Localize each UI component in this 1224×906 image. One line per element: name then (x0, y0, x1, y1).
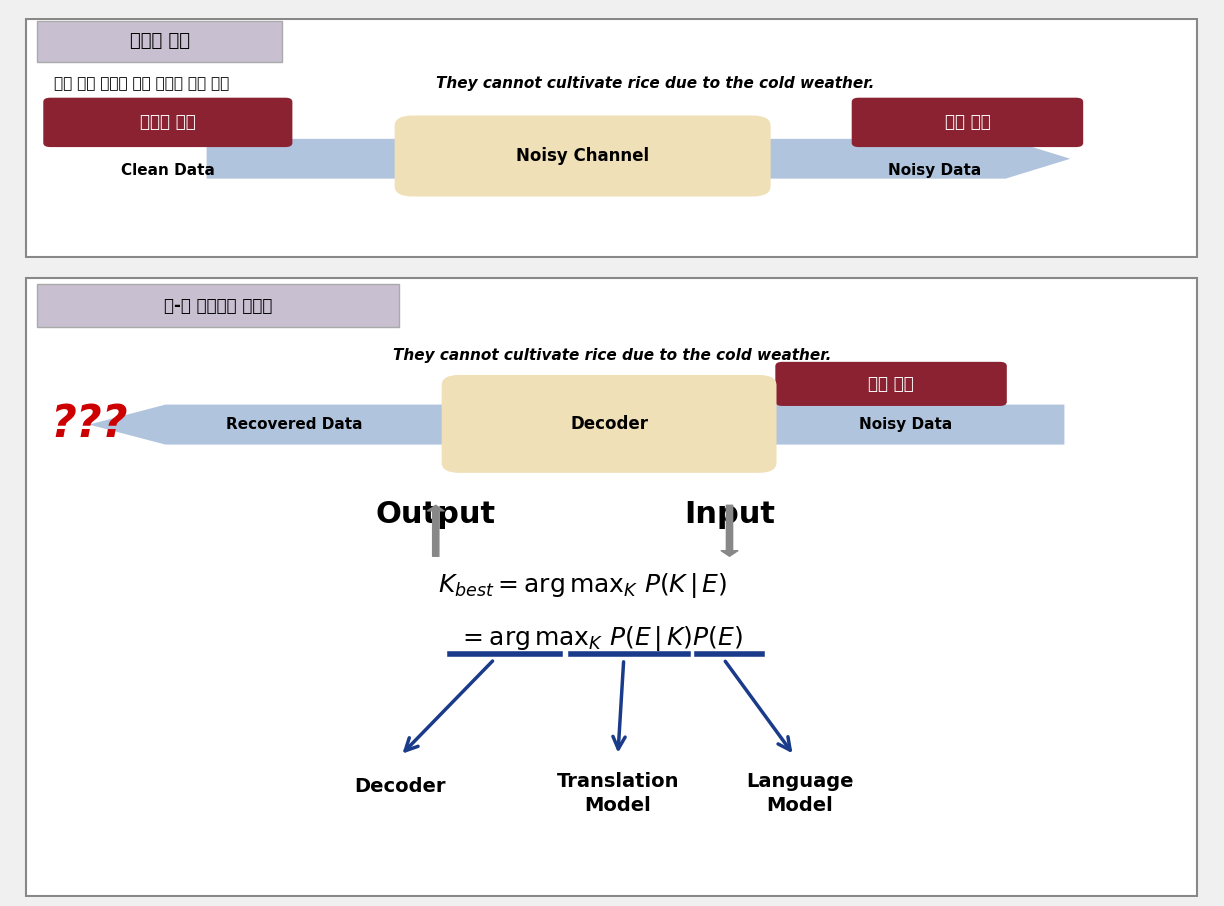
Text: 노이즈 채널: 노이즈 채널 (130, 33, 190, 51)
Text: Decoder: Decoder (570, 415, 647, 433)
Text: Noisy Data: Noisy Data (889, 163, 982, 178)
FancyBboxPatch shape (26, 278, 1197, 895)
FancyBboxPatch shape (38, 284, 399, 327)
Text: Clean Data: Clean Data (121, 163, 214, 178)
FancyArrow shape (207, 139, 1070, 178)
Text: They cannot cultivate rice due to the cold weather.: They cannot cultivate rice due to the co… (393, 348, 831, 363)
Text: Noisy Data: Noisy Data (859, 417, 952, 432)
Text: Language
Model: Language Model (747, 772, 854, 814)
Text: $= \mathrm{arg\,max}_{K}\ P(E\,|\,K)P(E)$: $= \mathrm{arg\,max}_{K}\ P(E\,|\,K)P(E)… (458, 624, 743, 653)
FancyBboxPatch shape (26, 20, 1197, 256)
Text: Input: Input (684, 500, 775, 529)
FancyBboxPatch shape (852, 98, 1083, 147)
Text: They cannot cultivate rice due to the cold weather.: They cannot cultivate rice due to the co… (436, 76, 874, 91)
Text: 영어 문장: 영어 문장 (868, 375, 914, 393)
FancyArrow shape (89, 405, 1065, 445)
Text: Noisy Channel: Noisy Channel (517, 147, 649, 165)
Text: $K_{best} = \mathrm{arg\,max}_{K}\ P(K\,|\,E)$: $K_{best} = \mathrm{arg\,max}_{K}\ P(K\,… (438, 571, 727, 600)
Text: 영어 문장: 영어 문장 (945, 113, 990, 131)
Text: 영-한 기계번역 시스템: 영-한 기계번역 시스템 (164, 296, 273, 314)
FancyBboxPatch shape (442, 375, 776, 473)
Text: 한국어 문장: 한국어 문장 (140, 113, 196, 131)
Text: 추운 날씨 때문에 쌀을 재배할 수가 없다: 추운 날씨 때문에 쌀을 재배할 수가 없다 (54, 76, 229, 91)
Text: Decoder: Decoder (355, 777, 447, 796)
Text: Translation
Model: Translation Model (557, 772, 679, 814)
Text: Output: Output (376, 500, 496, 529)
FancyBboxPatch shape (38, 21, 282, 62)
Text: Recovered Data: Recovered Data (226, 417, 364, 432)
FancyBboxPatch shape (775, 361, 1007, 406)
FancyBboxPatch shape (43, 98, 293, 147)
FancyBboxPatch shape (394, 116, 771, 197)
Text: ???: ??? (50, 403, 129, 446)
